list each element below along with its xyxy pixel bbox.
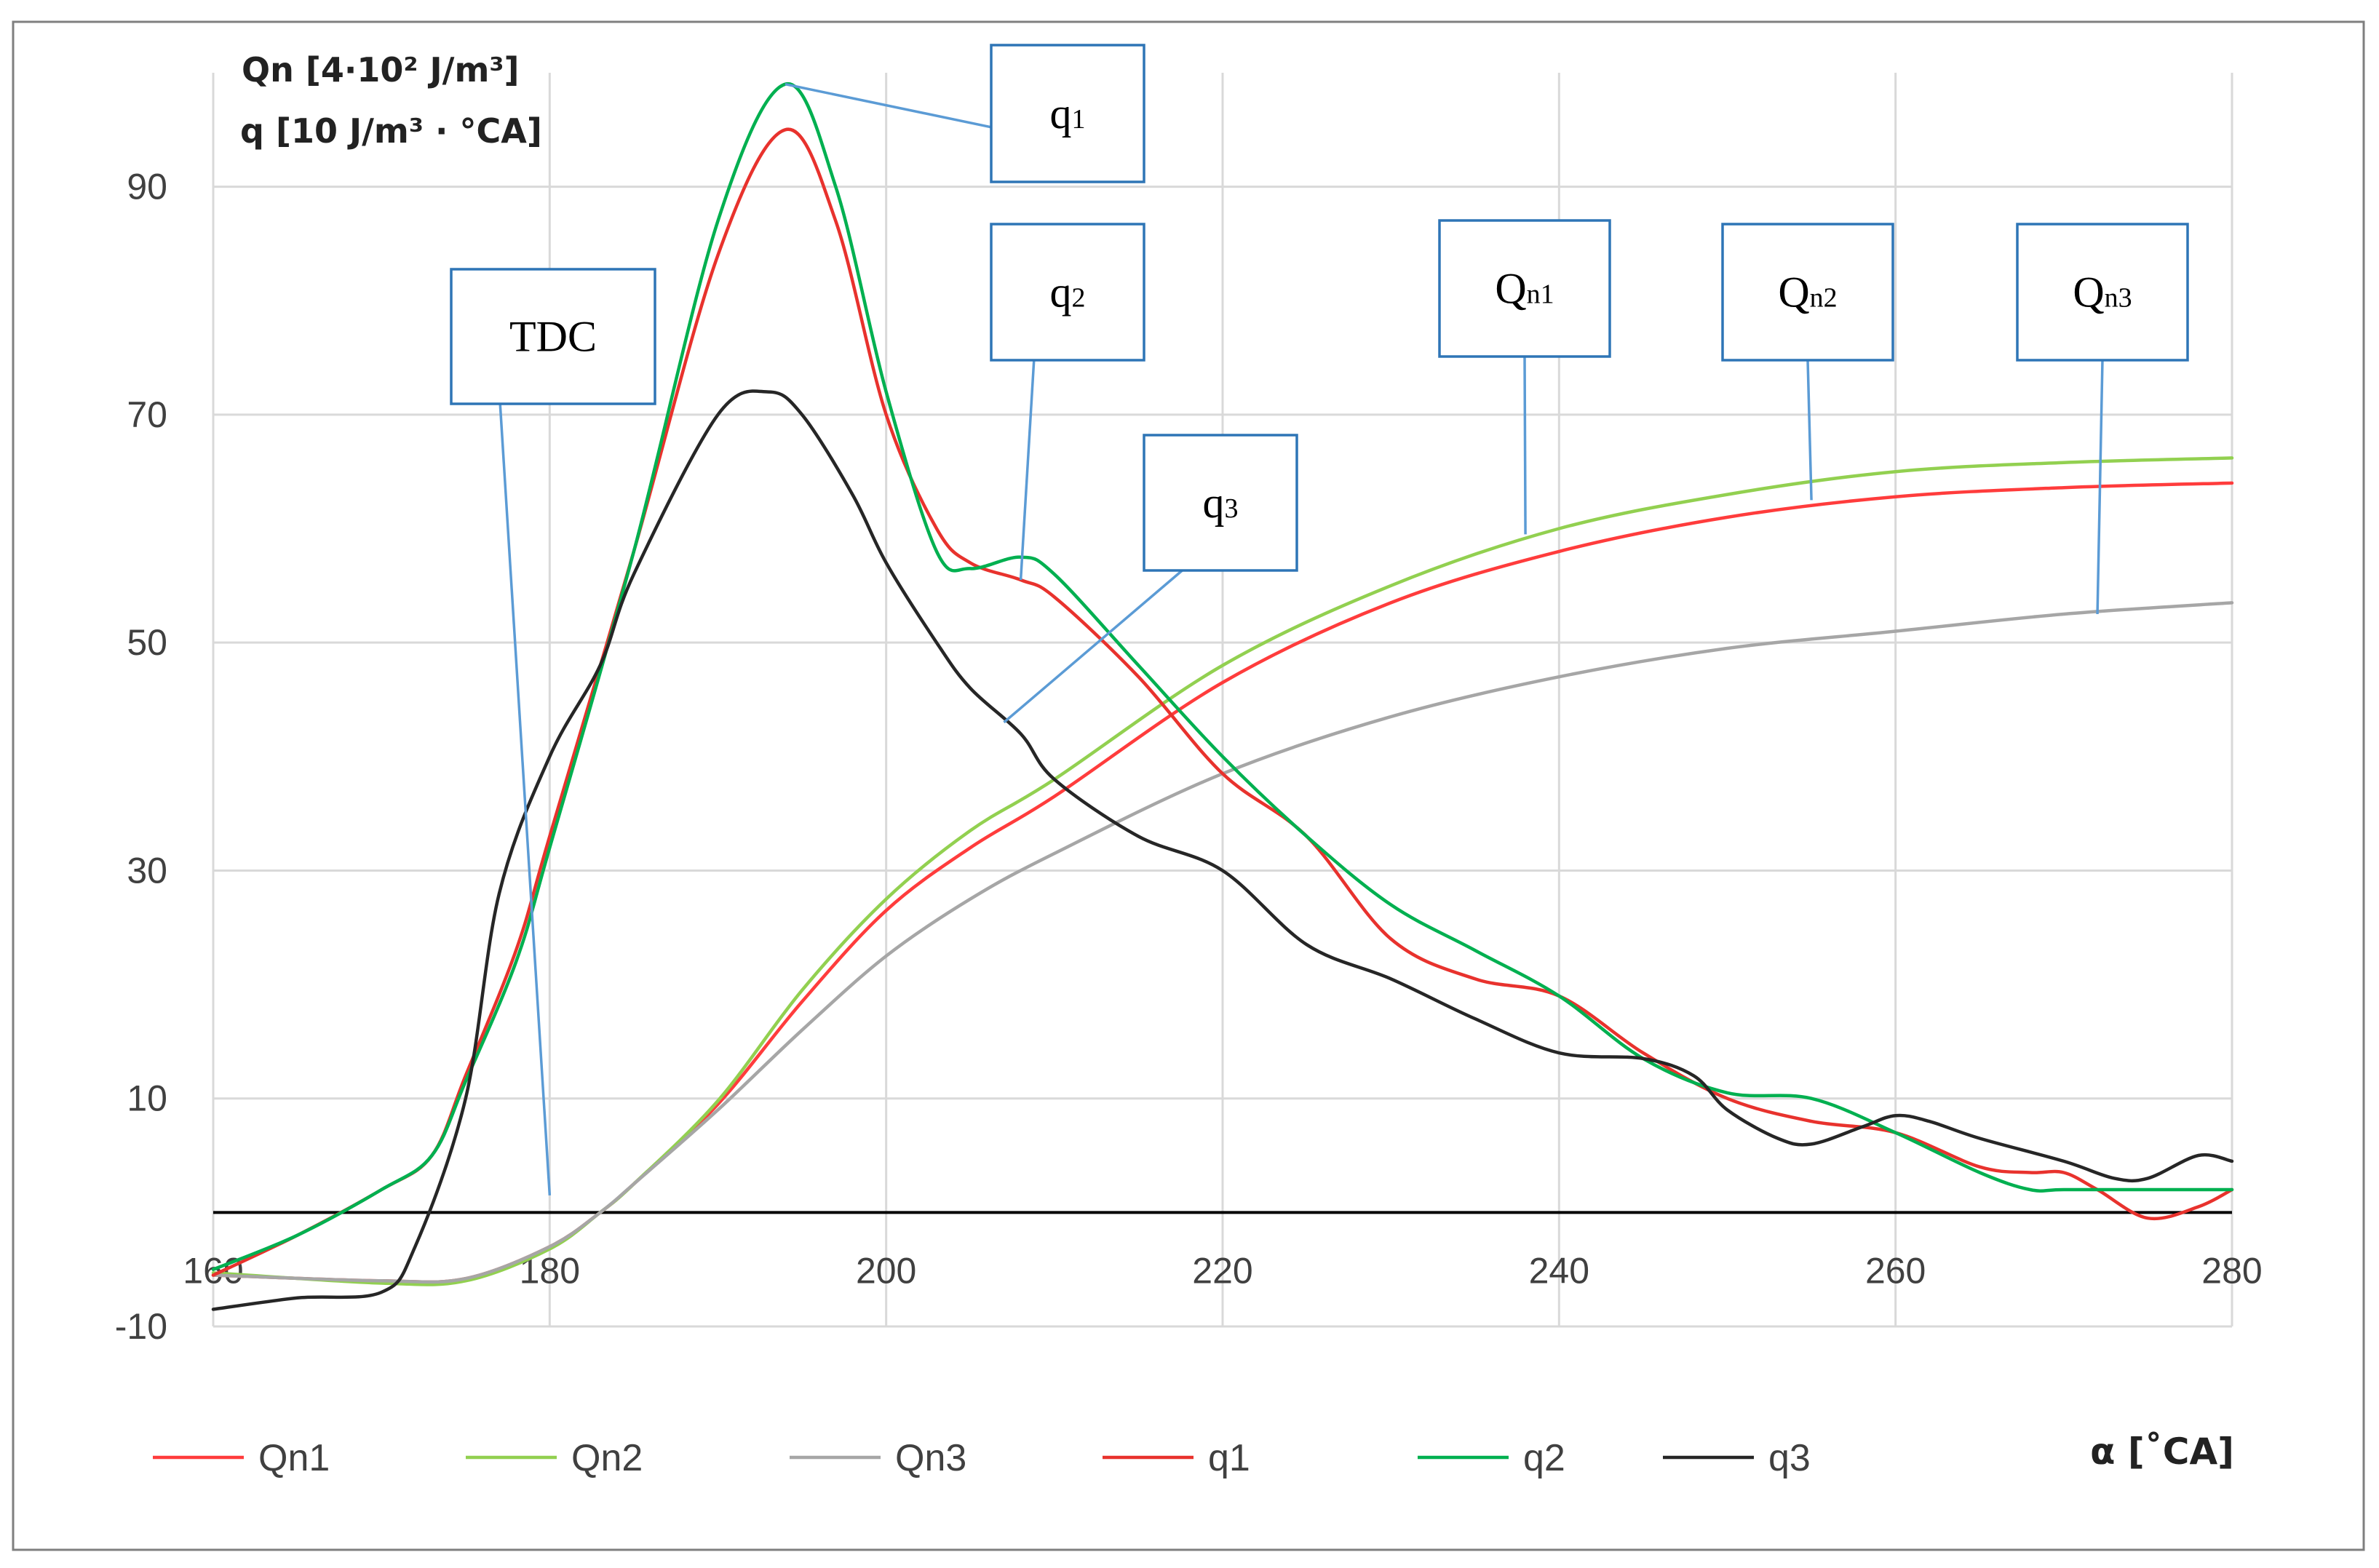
series-lines xyxy=(211,82,2234,1311)
legend-label: Qn2 xyxy=(571,1437,643,1479)
legend-label: q3 xyxy=(1768,1437,1811,1479)
callout-box xyxy=(1143,434,1298,572)
x-tick-label: 220 xyxy=(1192,1250,1252,1291)
callout-label: q3 xyxy=(1203,479,1239,527)
callout-box xyxy=(990,44,1145,183)
legend-label: Qn1 xyxy=(258,1437,330,1479)
series-line-q2 xyxy=(211,82,2234,1271)
x-axis-ticks: 160 180 200 220 240 260 280 xyxy=(183,1250,2262,1291)
y-tick-label: 50 xyxy=(127,622,167,663)
callout-box xyxy=(2016,223,2189,362)
legend-label: Qn3 xyxy=(895,1437,966,1479)
y-tick-label: -10 xyxy=(115,1306,167,1347)
callout-box xyxy=(990,223,1145,362)
callout-box xyxy=(1721,223,1894,362)
legend: Qn1 Qn2 Qn3 q1 q2 q3 xyxy=(153,1437,1811,1479)
callout-leader-line xyxy=(1003,569,1183,724)
callout-label: Qn3 xyxy=(2073,268,2132,317)
callout-label: Qn2 xyxy=(1778,268,1837,317)
series-line-q3 xyxy=(211,389,2234,1311)
y-axis-label-line1: Qn [4·10² J/m³] xyxy=(242,50,520,89)
chart-frame xyxy=(12,20,2365,1551)
callouts: TDC q1 q2 q3 Qn1 Qn2 Qn3 xyxy=(450,44,2189,1195)
callout-label: q2 xyxy=(1050,268,1086,317)
x-tick-label: 280 xyxy=(2201,1250,2262,1291)
callout-leader-line xyxy=(1019,359,1036,581)
y-axis-ticks: -10 10 30 50 70 90 xyxy=(115,167,167,1347)
grid xyxy=(212,73,2233,1328)
x-tick-label: 260 xyxy=(1865,1250,1926,1291)
legend-label: q2 xyxy=(1523,1437,1565,1479)
y-tick-label: 10 xyxy=(127,1078,167,1119)
x-axis-label: α [˚CA] xyxy=(2090,1430,2234,1473)
y-tick-label: 30 xyxy=(127,850,167,891)
series-line-qn3 xyxy=(211,601,2234,1284)
callout-label: Qn1 xyxy=(1495,265,1554,313)
x-tick-label: 240 xyxy=(1529,1250,1589,1291)
callout-label: q1 xyxy=(1050,89,1086,138)
y-tick-label: 70 xyxy=(127,394,167,435)
callout-leader-line xyxy=(1806,359,1813,501)
y-tick-label: 90 xyxy=(127,167,167,207)
legend-label: q1 xyxy=(1208,1437,1250,1479)
callout-leader-line xyxy=(785,82,992,129)
x-tick-label: 200 xyxy=(856,1250,916,1291)
callout-box xyxy=(450,268,656,405)
callout-leader-line xyxy=(499,403,552,1195)
y-axis-label-line2: q [10 J/m³ · °CA] xyxy=(240,111,542,151)
callout-label: TDC xyxy=(509,313,597,361)
callout-leader-line xyxy=(2096,359,2104,615)
callout-box xyxy=(1438,219,1611,358)
